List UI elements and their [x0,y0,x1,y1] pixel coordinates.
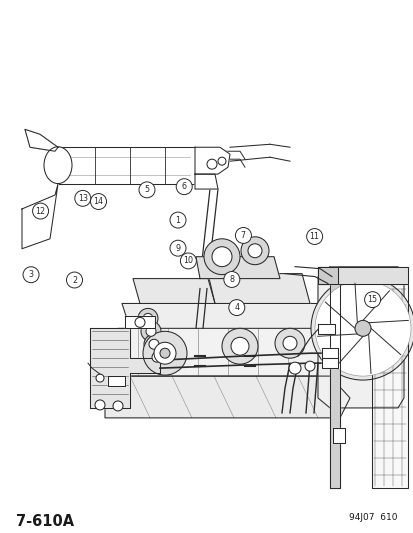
Text: 8: 8 [229,275,234,284]
Circle shape [23,266,39,282]
Polygon shape [195,257,279,279]
Polygon shape [108,376,125,386]
Circle shape [66,272,82,288]
Circle shape [230,337,248,355]
Circle shape [364,292,380,308]
Circle shape [354,320,370,336]
Circle shape [180,253,196,269]
Text: 94J07  610: 94J07 610 [348,513,396,522]
Circle shape [211,247,231,266]
Polygon shape [25,130,58,151]
Text: 12: 12 [36,207,45,215]
Polygon shape [22,184,58,249]
Circle shape [218,157,225,165]
Polygon shape [105,376,349,418]
Polygon shape [317,266,407,284]
Circle shape [95,400,105,410]
Text: 2: 2 [72,276,77,285]
Circle shape [206,159,216,169]
Polygon shape [317,266,337,284]
Circle shape [228,300,244,316]
Circle shape [142,313,153,324]
Polygon shape [332,428,344,443]
Circle shape [314,280,410,376]
Circle shape [144,334,164,354]
Text: 4: 4 [234,303,239,312]
Circle shape [141,321,161,341]
Circle shape [306,229,322,245]
Circle shape [235,228,251,244]
Polygon shape [195,174,218,189]
Circle shape [310,277,413,380]
Polygon shape [321,358,337,368]
Text: 14: 14 [93,197,103,206]
Text: 9: 9 [175,244,180,253]
Circle shape [170,212,185,228]
Text: 6: 6 [181,182,186,191]
Circle shape [221,328,257,364]
Polygon shape [371,284,407,488]
Circle shape [282,336,296,350]
Circle shape [247,244,261,257]
Text: 10: 10 [183,256,193,265]
Circle shape [154,342,176,364]
Circle shape [135,317,145,327]
Text: 13: 13 [78,194,88,203]
Polygon shape [122,303,339,328]
Circle shape [146,326,156,336]
Circle shape [240,237,268,265]
Polygon shape [329,277,339,488]
Text: 15: 15 [367,295,377,304]
Circle shape [288,362,300,374]
Text: 3: 3 [28,270,33,279]
Circle shape [138,309,158,328]
Circle shape [204,239,240,274]
Polygon shape [125,317,154,328]
Ellipse shape [44,147,72,183]
Circle shape [304,361,314,371]
Circle shape [142,332,187,375]
Circle shape [113,401,123,411]
Text: 7: 7 [240,231,245,240]
Polygon shape [90,328,159,408]
Polygon shape [195,147,230,174]
Polygon shape [133,279,214,303]
Circle shape [159,348,170,358]
Circle shape [223,271,239,287]
Circle shape [152,352,161,362]
Circle shape [170,240,185,256]
Circle shape [90,193,106,209]
Circle shape [147,347,166,367]
Circle shape [139,182,154,198]
Circle shape [274,328,304,358]
Circle shape [75,190,90,206]
Text: 5: 5 [144,185,149,195]
Circle shape [33,203,48,219]
Polygon shape [207,273,309,303]
Circle shape [149,340,159,349]
Polygon shape [321,348,337,358]
Polygon shape [105,328,371,376]
Circle shape [96,374,104,382]
Polygon shape [317,266,403,408]
Text: 7-610A: 7-610A [16,514,74,529]
Text: 1: 1 [175,215,180,224]
Text: 11: 11 [309,232,319,241]
Circle shape [176,179,192,195]
Polygon shape [317,325,334,334]
